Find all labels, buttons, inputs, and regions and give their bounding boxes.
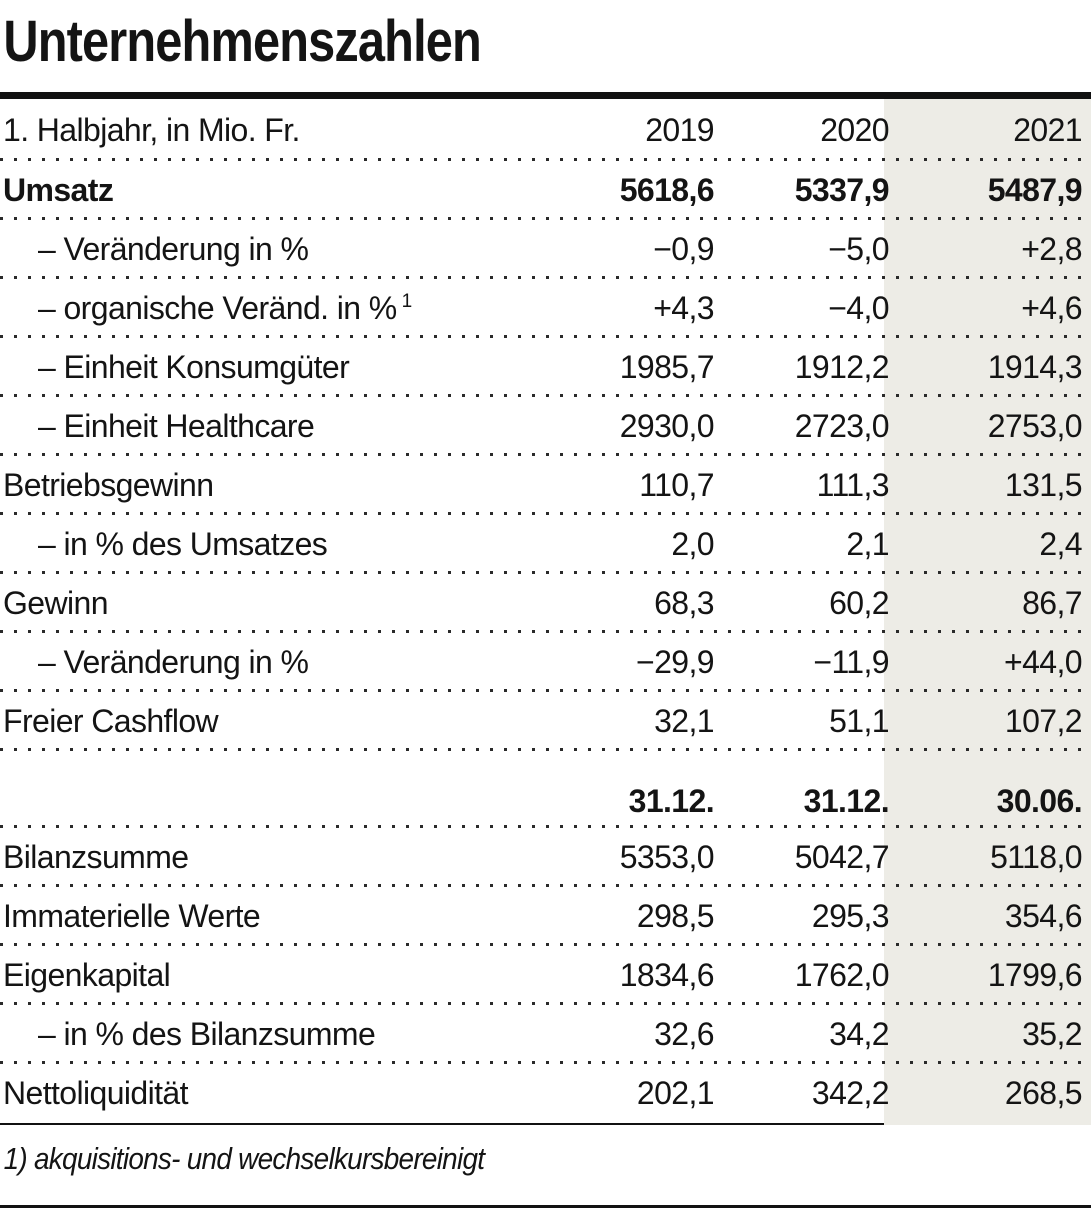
table-row: – in % des Bilanzsumme 32,6 34,2 35,2 [0,1005,1091,1064]
value-2020: 1762,0 [794,957,890,993]
footnote: 1) akquisitions- und wechselkursbereinig… [3,1141,485,1176]
footnote-reference: 1 [401,291,413,313]
value-2020: 31.12. [803,783,890,819]
row-label: – in % des Umsatzes [38,526,328,562]
row-label: Umsatz [3,172,114,208]
row-label: Bilanzsumme [3,839,189,875]
value-2019: 32,1 [654,703,714,739]
column-header-2021: 2021 [1013,111,1082,148]
value-2019: 68,3 [654,585,714,621]
column-header-2020: 2020 [820,111,889,148]
value-2019: +4,3 [653,290,714,326]
table-row: – in % des Umsatzes 2,0 2,1 2,4 [0,515,1091,574]
value-2020: 51,1 [829,703,889,739]
row-label: – Veränderung in % [38,231,309,267]
value-2020: 111,3 [816,467,890,503]
table-row: – Einheit Healthcare 2930,0 2723,0 2753,… [0,397,1091,456]
value-2019: −29,9 [636,644,715,680]
page-title: Unternehmenszahlen [3,9,481,74]
value-2019: 1985,7 [619,349,715,385]
row-label: – in % des Bilanzsumme [38,1016,376,1052]
footnote-divider [0,1123,1091,1125]
value-2021: +4,6 [1021,290,1082,326]
value-2021: 268,5 [1004,1075,1083,1111]
value-2021: +2,8 [1021,231,1082,267]
row-label: – Einheit Healthcare [38,408,315,444]
row-label: Freier Cashflow [3,703,219,739]
row-label: Nettoliquidität [3,1075,189,1111]
value-2021: 1914,3 [987,349,1083,385]
value-2021: 5118,0 [990,839,1083,875]
row-label: – organische Veränd. in % 1 [38,290,413,326]
value-2021: 354,6 [1004,898,1083,934]
table-row: Bilanzsumme 5353,0 5042,7 5118,0 [0,828,1091,887]
table-row: Eigenkapital 1834,6 1762,0 1799,6 [0,946,1091,1005]
value-2020: 342,2 [811,1075,890,1111]
value-2019: 1834,6 [619,957,715,993]
table-row: Betriebsgewinn 110,7 111,3 131,5 [0,456,1091,515]
value-2020: −5,0 [828,231,889,267]
value-2020: −11,9 [813,644,889,680]
value-2019: 5618,6 [619,172,715,208]
value-2019: 32,6 [654,1016,714,1052]
value-2020: 60,2 [829,585,889,621]
table-body: Umsatz 5618,6 5337,9 5487,9 – Veränderun… [0,161,1091,1123]
value-2019: 2930,0 [619,408,715,444]
value-2020: −4,0 [828,290,889,326]
value-2021: 86,7 [1022,585,1082,621]
table-row: Freier Cashflow 32,1 51,1 107,2 [0,692,1091,751]
value-2021: +44,0 [1004,644,1083,680]
table-row: Gewinn 68,3 60,2 86,7 [0,574,1091,633]
value-2019: 298,5 [636,898,715,934]
table-header-row: 1. Halbjahr, in Mio. Fr. 2019 2020 2021 [0,99,1091,161]
value-2020: 295,3 [811,898,890,934]
table-row: – Veränderung in % −0,9 −5,0 +2,8 [0,220,1091,279]
value-2021: 5487,9 [987,172,1083,208]
value-2020: 2723,0 [794,408,890,444]
table-row: Nettoliquidität 202,1 342,2 268,5 [0,1064,1091,1123]
table-row: Immaterielle Werte 298,5 295,3 354,6 [0,887,1091,946]
table-row: 31.12. 31.12. 30.06. [0,751,1091,828]
highlight-column [884,99,1091,1125]
value-2020: 2,1 [846,526,889,562]
column-header-2019: 2019 [645,111,714,148]
table-unit-label: 1. Halbjahr, in Mio. Fr. [3,111,300,148]
value-2020: 5337,9 [794,172,890,208]
value-2019: 2,0 [671,526,714,562]
value-2021: 2,4 [1039,526,1082,562]
value-2019: 31.12. [628,783,715,819]
row-label: Gewinn [3,585,109,621]
value-2020: 1912,2 [794,349,890,385]
figures-table: 1. Halbjahr, in Mio. Fr. 2019 2020 2021 … [0,99,1091,1125]
row-label: Betriebsgewinn [3,467,214,503]
table-row: – organische Veränd. in % 1 +4,3 −4,0 +4,… [0,279,1091,338]
value-2020: 5042,7 [794,839,890,875]
value-2021: 30.06. [996,783,1083,819]
table-row: Umsatz 5618,6 5337,9 5487,9 [0,161,1091,220]
table-row: – Veränderung in % −29,9 −11,9 +44,0 [0,633,1091,692]
value-2020: 34,2 [829,1016,889,1052]
bottom-rule-divider [0,1205,1091,1208]
value-2019: 202,1 [636,1075,715,1111]
value-2021: 35,2 [1022,1016,1082,1052]
value-2021: 131,5 [1004,467,1083,503]
value-2019: 5353,0 [619,839,715,875]
row-label: Eigenkapital [3,957,171,993]
row-label: Immaterielle Werte [3,898,261,934]
value-2021: 107,2 [1004,703,1083,739]
row-label: – Veränderung in % [38,644,309,680]
value-2021: 2753,0 [987,408,1083,444]
value-2019: 110,7 [639,467,714,503]
top-rule-divider [0,92,1091,99]
table-row: – Einheit Konsumgüter 1985,7 1912,2 1914… [0,338,1091,397]
value-2021: 1799,6 [987,957,1083,993]
value-2019: −0,9 [653,231,714,267]
row-label: – Einheit Konsumgüter [38,349,350,385]
